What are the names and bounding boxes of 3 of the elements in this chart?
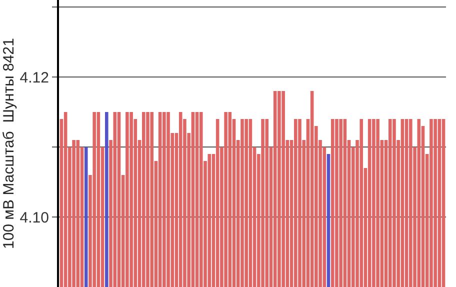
y-tick-label: 4.12 xyxy=(20,69,49,86)
y-tick-label: 4.10 xyxy=(20,209,49,226)
y-axis-title: 100 мВ Масштаб Шунты 8421 xyxy=(0,38,18,249)
